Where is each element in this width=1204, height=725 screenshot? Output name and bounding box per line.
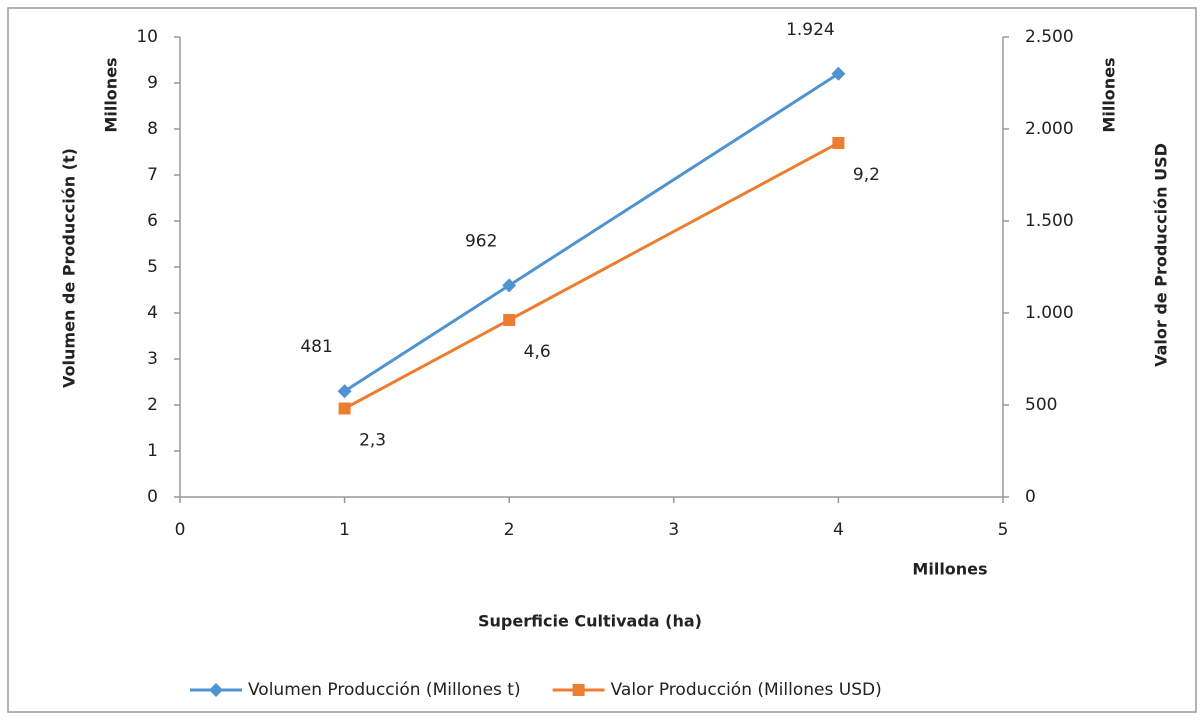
legend-label: Volumen Producción (Millones t) (248, 680, 521, 700)
x-unit-label: Millones (912, 560, 987, 579)
marker (502, 278, 517, 293)
y2-tick-label: 500 (1025, 395, 1057, 415)
y-tick-label: 7 (147, 165, 158, 185)
y-tick-label: 3 (147, 349, 158, 369)
marker (337, 384, 352, 399)
y-unit-label: Millones (102, 57, 121, 132)
y2-tick-label: 0 (1025, 487, 1036, 507)
x-tick-label: 2 (504, 520, 515, 540)
marker (832, 136, 845, 149)
chart-border (7, 7, 1197, 713)
y-tick-label: 6 (147, 211, 158, 231)
marker (831, 66, 846, 81)
y2-tick-label: 2.000 (1025, 119, 1074, 139)
data-label: 4,6 (524, 342, 551, 362)
y2-tick-label: 1.000 (1025, 303, 1074, 323)
legend-label: Valor Producción (Millones USD) (611, 680, 882, 700)
x-axis-title: Superficie Cultivada (ha) (478, 612, 702, 631)
y-tick-label: 9 (147, 73, 158, 93)
y-tick-label: 1 (147, 441, 158, 461)
data-label: 962 (465, 231, 497, 251)
y-tick-label: 2 (147, 395, 158, 415)
marker (503, 313, 516, 326)
y-tick-label: 8 (147, 119, 158, 139)
y-tick-label: 10 (136, 27, 158, 47)
data-label: 481 (300, 337, 332, 357)
y-tick-label: 5 (147, 257, 158, 277)
y-axis-title: Volumen de Producción (t) (60, 148, 79, 388)
legend-marker (209, 683, 223, 697)
x-tick-label: 5 (998, 520, 1009, 540)
y-tick-label: 0 (147, 487, 158, 507)
data-label: 9,2 (853, 165, 880, 185)
y2-axis-title: Valor de Producción USD (1152, 143, 1171, 367)
y2-unit-label: Millones (1100, 57, 1119, 132)
x-tick-label: 3 (668, 520, 679, 540)
y2-tick-label: 2.500 (1025, 27, 1074, 47)
y2-tick-label: 1.500 (1025, 211, 1074, 231)
data-label: 1.924 (786, 20, 835, 40)
legend-marker (572, 684, 585, 696)
y-tick-label: 4 (147, 303, 158, 323)
x-tick-label: 1 (339, 520, 350, 540)
x-tick-label: 0 (175, 520, 186, 540)
marker (338, 402, 351, 415)
data-label: 2,3 (359, 430, 386, 450)
x-tick-label: 4 (833, 520, 844, 540)
